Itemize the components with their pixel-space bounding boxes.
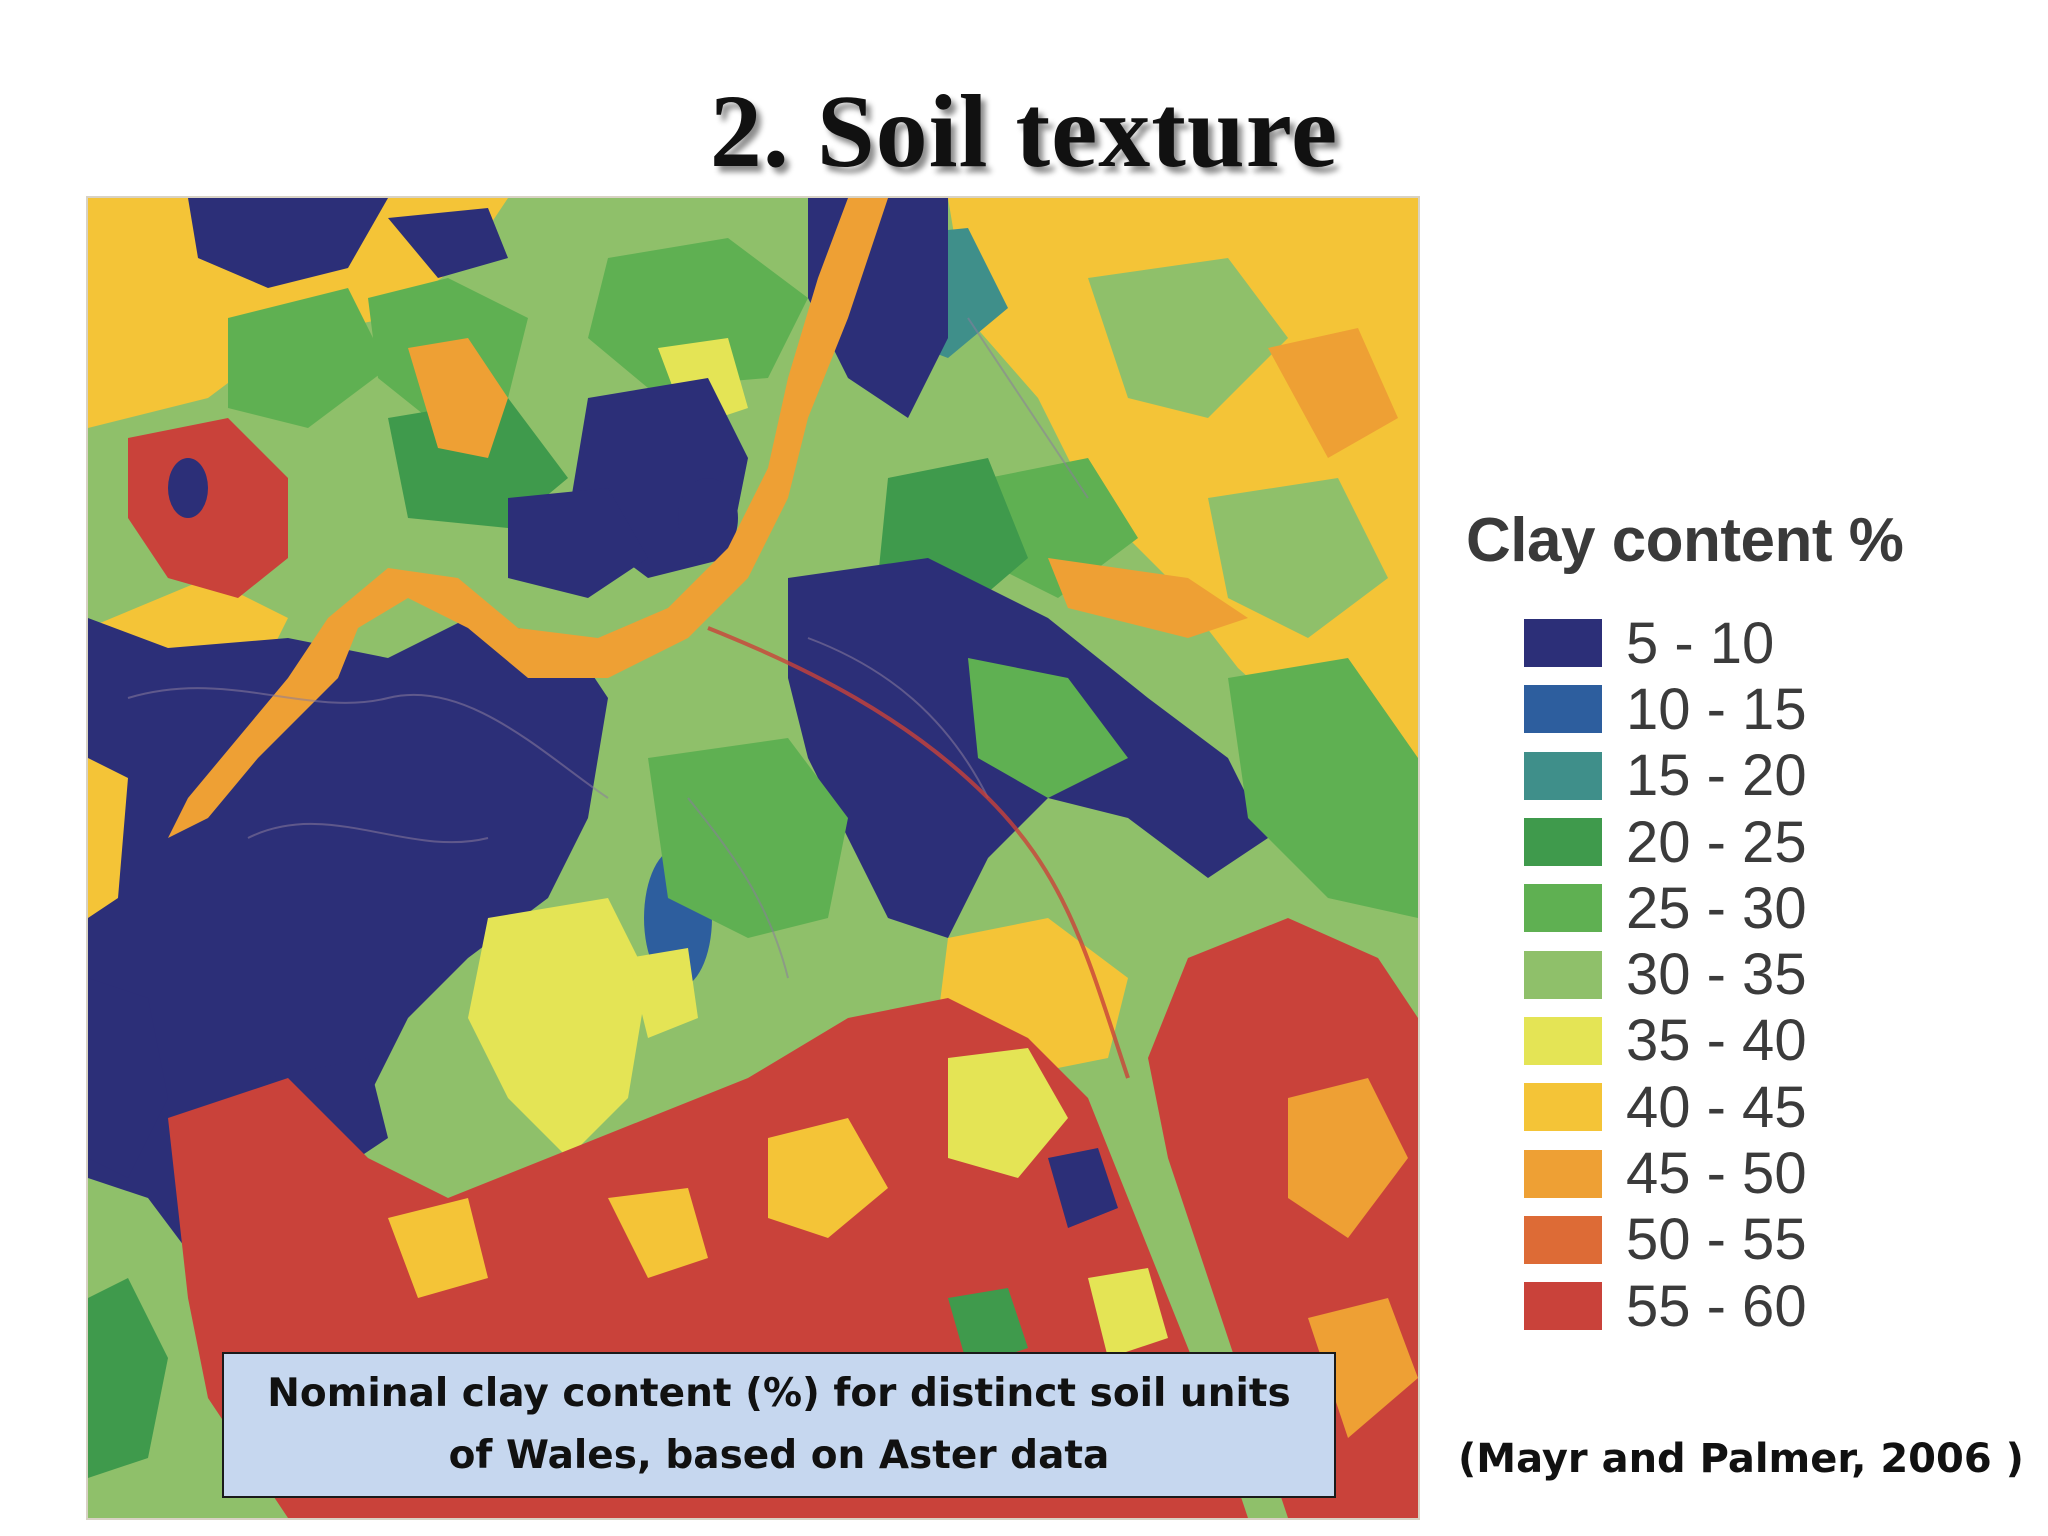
legend-label: 30 - 35 bbox=[1626, 942, 1807, 1008]
legend-label: 15 - 20 bbox=[1626, 743, 1807, 809]
map-caption: Nominal clay content (%) for distinct so… bbox=[222, 1352, 1336, 1498]
legend-swatch bbox=[1524, 751, 1602, 800]
legend-item: 45 - 50 bbox=[1524, 1140, 2000, 1206]
legend-item: 5 - 10 bbox=[1524, 610, 2000, 676]
legend-item: 55 - 60 bbox=[1524, 1273, 2000, 1339]
legend: Clay content % 5 - 10 10 - 15 15 - 20 20 - … bbox=[1460, 505, 2000, 1339]
legend-item: 30 - 35 bbox=[1524, 941, 2000, 1007]
legend-swatch bbox=[1524, 619, 1602, 668]
legend-item: 50 - 55 bbox=[1524, 1207, 2000, 1273]
legend-label: 50 - 55 bbox=[1626, 1207, 1807, 1273]
legend-label: 35 - 40 bbox=[1626, 1008, 1807, 1074]
legend-swatch bbox=[1524, 950, 1602, 999]
legend-item: 10 - 15 bbox=[1524, 676, 2000, 742]
legend-list: 5 - 10 10 - 15 15 - 20 20 - 25 25 - 30 30 - 3… bbox=[1524, 610, 2000, 1339]
legend-swatch bbox=[1524, 1149, 1602, 1198]
clay-content-map bbox=[86, 196, 1420, 1520]
legend-item: 25 - 30 bbox=[1524, 875, 2000, 941]
legend-swatch bbox=[1524, 1083, 1602, 1132]
legend-swatch bbox=[1524, 685, 1602, 734]
legend-swatch bbox=[1524, 818, 1602, 867]
legend-label: 25 - 30 bbox=[1626, 875, 1807, 941]
legend-swatch bbox=[1524, 1282, 1602, 1331]
legend-label: 40 - 45 bbox=[1626, 1074, 1807, 1140]
legend-swatch bbox=[1524, 1016, 1602, 1065]
legend-swatch bbox=[1524, 884, 1602, 933]
slide-title: 2. Soil texture bbox=[709, 74, 1339, 189]
legend-label: 20 - 25 bbox=[1626, 809, 1807, 875]
legend-label: 10 - 15 bbox=[1626, 676, 1807, 742]
legend-label: 45 - 50 bbox=[1626, 1141, 1807, 1207]
legend-item: 15 - 20 bbox=[1524, 743, 2000, 809]
legend-item: 40 - 45 bbox=[1524, 1074, 2000, 1140]
map-caption-text: Nominal clay content (%) for distinct so… bbox=[267, 1371, 1291, 1478]
legend-swatch bbox=[1524, 1215, 1602, 1264]
legend-label: 55 - 60 bbox=[1626, 1273, 1807, 1339]
citation: (Mayr and Palmer, 2006 ) bbox=[1458, 1436, 2024, 1482]
legend-title: Clay content % bbox=[1466, 506, 1904, 575]
legend-label: 5 - 10 bbox=[1626, 610, 1775, 676]
legend-item: 35 - 40 bbox=[1524, 1008, 2000, 1074]
legend-item: 20 - 25 bbox=[1524, 809, 2000, 875]
